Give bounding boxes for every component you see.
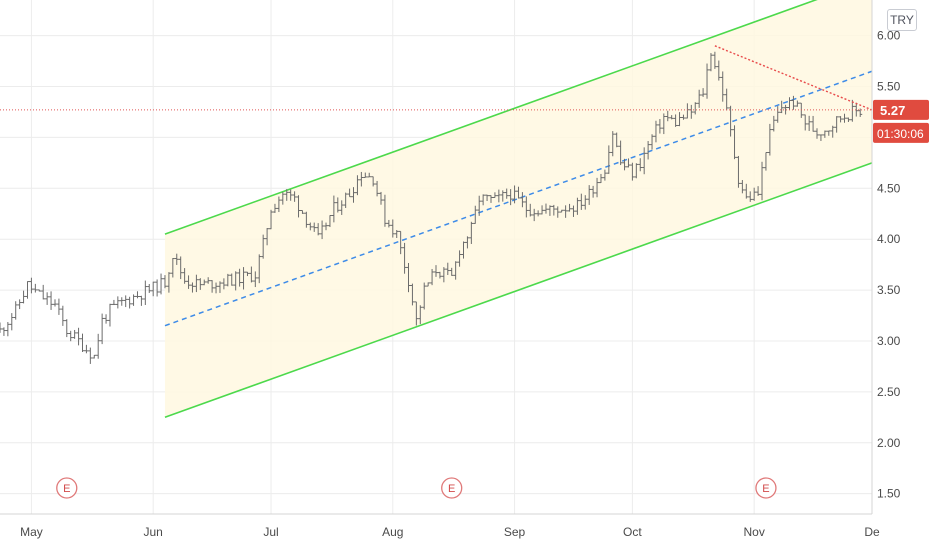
- channel-upper-line: [164, 0, 818, 235]
- earnings-marker-label: E: [448, 483, 455, 495]
- trendline-red-dotted: [714, 45, 873, 111]
- y-tick-label: 2.50: [877, 385, 901, 399]
- y-tick-label: 4.00: [877, 232, 901, 246]
- y-tick-label: 2.00: [877, 436, 901, 450]
- x-tick-label: May: [20, 525, 43, 539]
- earnings-marker-label: E: [63, 483, 70, 495]
- y-tick-label: 5.50: [877, 80, 901, 94]
- earnings-marker-icon[interactable]: E: [56, 477, 78, 499]
- earnings-marker-icon[interactable]: E: [755, 477, 777, 499]
- y-tick-label: 3.00: [877, 334, 901, 348]
- x-tick-label: De: [864, 525, 880, 539]
- x-tick-label: Aug: [382, 525, 403, 539]
- x-tick-label: Jun: [144, 525, 163, 539]
- countdown-badge-label: 01:30:06: [877, 127, 924, 141]
- channel-lower-line: [164, 162, 873, 419]
- y-tick-label: 6.00: [877, 29, 901, 43]
- earnings-marker-label: E: [762, 483, 769, 495]
- y-tick-label: 3.50: [877, 283, 901, 297]
- price-badge: [873, 99, 929, 120]
- y-tick-label: 4.50: [877, 181, 901, 195]
- earnings-marker-circle: [755, 477, 777, 499]
- x-tick-label: Oct: [623, 525, 642, 539]
- currency-badge[interactable]: TRY: [887, 9, 917, 31]
- countdown-badge: [873, 122, 929, 143]
- earnings-marker-circle: [56, 477, 78, 499]
- earnings-marker-circle: [441, 477, 463, 499]
- earnings-marker-icon[interactable]: E: [441, 477, 463, 499]
- x-tick-label: Jul: [263, 525, 278, 539]
- price-badge-label: 5.27: [880, 103, 905, 118]
- y-tick-label: 1.50: [877, 487, 901, 501]
- x-tick-label: Nov: [743, 525, 764, 539]
- x-tick-label: Sep: [504, 525, 526, 539]
